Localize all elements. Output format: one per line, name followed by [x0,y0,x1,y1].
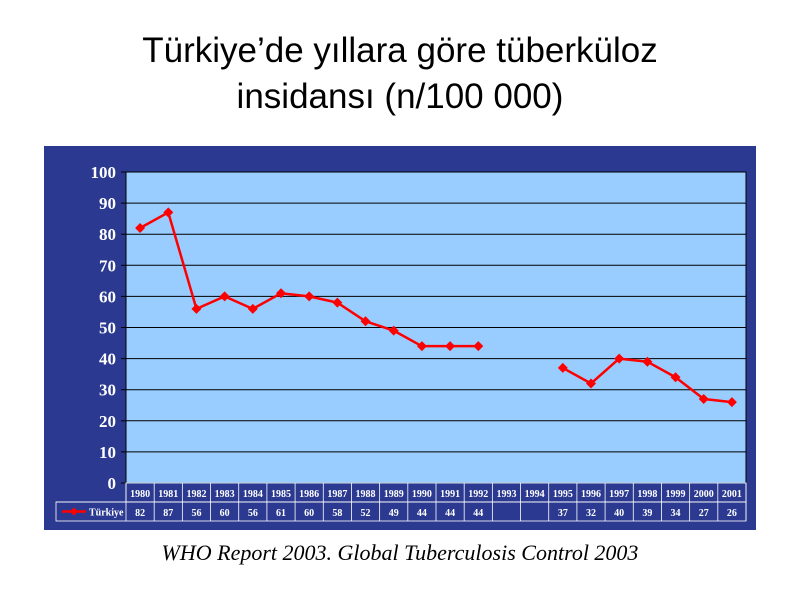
y-tick-label: 80 [99,225,116,244]
series-turkiye [135,207,737,408]
legend-marker [70,507,78,516]
legend-label: Türkiye [89,508,124,519]
data-point [219,291,230,302]
data-table-value: 56 [191,508,201,519]
y-tick-label: 20 [99,412,116,431]
x-tick-label: 1992 [468,489,488,500]
title-line-1: Türkiye’de yıllara göre tüberküloz [142,31,658,70]
data-point [473,341,484,352]
data-point [642,356,653,367]
y-tick-label: 30 [99,381,116,400]
x-tick-label: 1987 [327,489,347,500]
y-tick-label: 10 [99,443,116,462]
data-point [304,291,315,302]
x-tick-label: 1980 [130,489,150,500]
data-table-value: 44 [445,508,455,519]
x-tick-label: 1997 [609,489,629,500]
data-point [135,222,146,233]
data-table-value: 37 [558,508,568,519]
source-caption: WHO Report 2003. Global Tuberculosis Con… [161,540,639,565]
data-table-value: 27 [699,508,709,519]
x-tick-label: 1985 [271,489,291,500]
y-tick-label: 100 [91,163,117,182]
x-tick-label: 2000 [694,489,714,500]
y-tick-label: 0 [108,474,117,493]
data-table-value: 34 [671,508,681,519]
x-tick-label: 1989 [384,489,404,500]
data-point [557,362,568,373]
chart-frame: 0 10 20 30 40 50 60 70 80 90 100 1980 1981 1982 1983 1… [44,146,756,530]
data-table-value: 32 [586,508,596,519]
data-point [445,341,456,352]
data-point [360,316,371,327]
data-point [416,341,427,352]
data-point [276,288,286,299]
x-tick-label: 1995 [553,489,573,500]
x-tick-label: 1982 [186,489,206,500]
data-table-value: 44 [417,508,427,519]
x-tick-label: 1993 [496,489,516,500]
data-point [332,297,343,308]
data-table-value: 58 [332,508,342,519]
x-tick-label: 1986 [299,489,319,500]
y-tick-label: 70 [99,256,116,275]
data-table-value: 56 [248,508,258,519]
data-point [670,372,681,383]
data-point [698,394,709,405]
data-table-value: 49 [389,508,399,519]
data-point [726,397,737,408]
y-tick-label: 50 [99,319,116,338]
data-table-value: 52 [361,508,371,519]
data-point [163,207,174,218]
x-tick-label: 1983 [215,489,235,500]
x-tick-label: 1994 [525,489,545,500]
data-table-value: 60 [304,508,314,519]
data-point [191,303,202,314]
data-table-value: 87 [163,508,173,519]
data-table-value: 39 [642,508,652,519]
data-table: 1980 1981 1982 1983 1984 1985 1986 1987 1988 1989… [55,482,747,522]
x-tick-label: 1981 [158,489,178,500]
y-tick-label: 90 [99,194,116,213]
x-tick-label: 1984 [243,489,263,500]
title-line-2: insidansı (n/100 000) [236,77,564,116]
data-table-value: 44 [473,508,483,519]
data-point [388,325,399,336]
data-table-value: 82 [135,508,145,519]
x-tick-label: 2001 [722,489,742,500]
x-tick-label: 1990 [412,489,432,500]
x-tick-label: 1998 [637,489,657,500]
y-tick-label: 60 [99,287,116,306]
data-table-value: 60 [220,508,230,519]
data-point [614,353,625,364]
x-tick-label: 1996 [581,489,601,500]
data-table-value: 61 [276,508,286,519]
data-table-value: 40 [614,508,624,519]
data-point [586,378,596,389]
page-title: Türkiye’de yıllara göre tüberküloz insid… [0,28,800,120]
y-axis-ticks: 0 10 20 30 40 50 60 70 80 90 100 [91,163,126,493]
data-table-value: 26 [727,508,737,519]
x-tick-label: 1999 [666,489,686,500]
y-tick-label: 40 [99,350,116,369]
data-point [247,303,258,314]
x-tick-label: 1991 [440,489,460,500]
x-tick-label: 1988 [356,489,376,500]
